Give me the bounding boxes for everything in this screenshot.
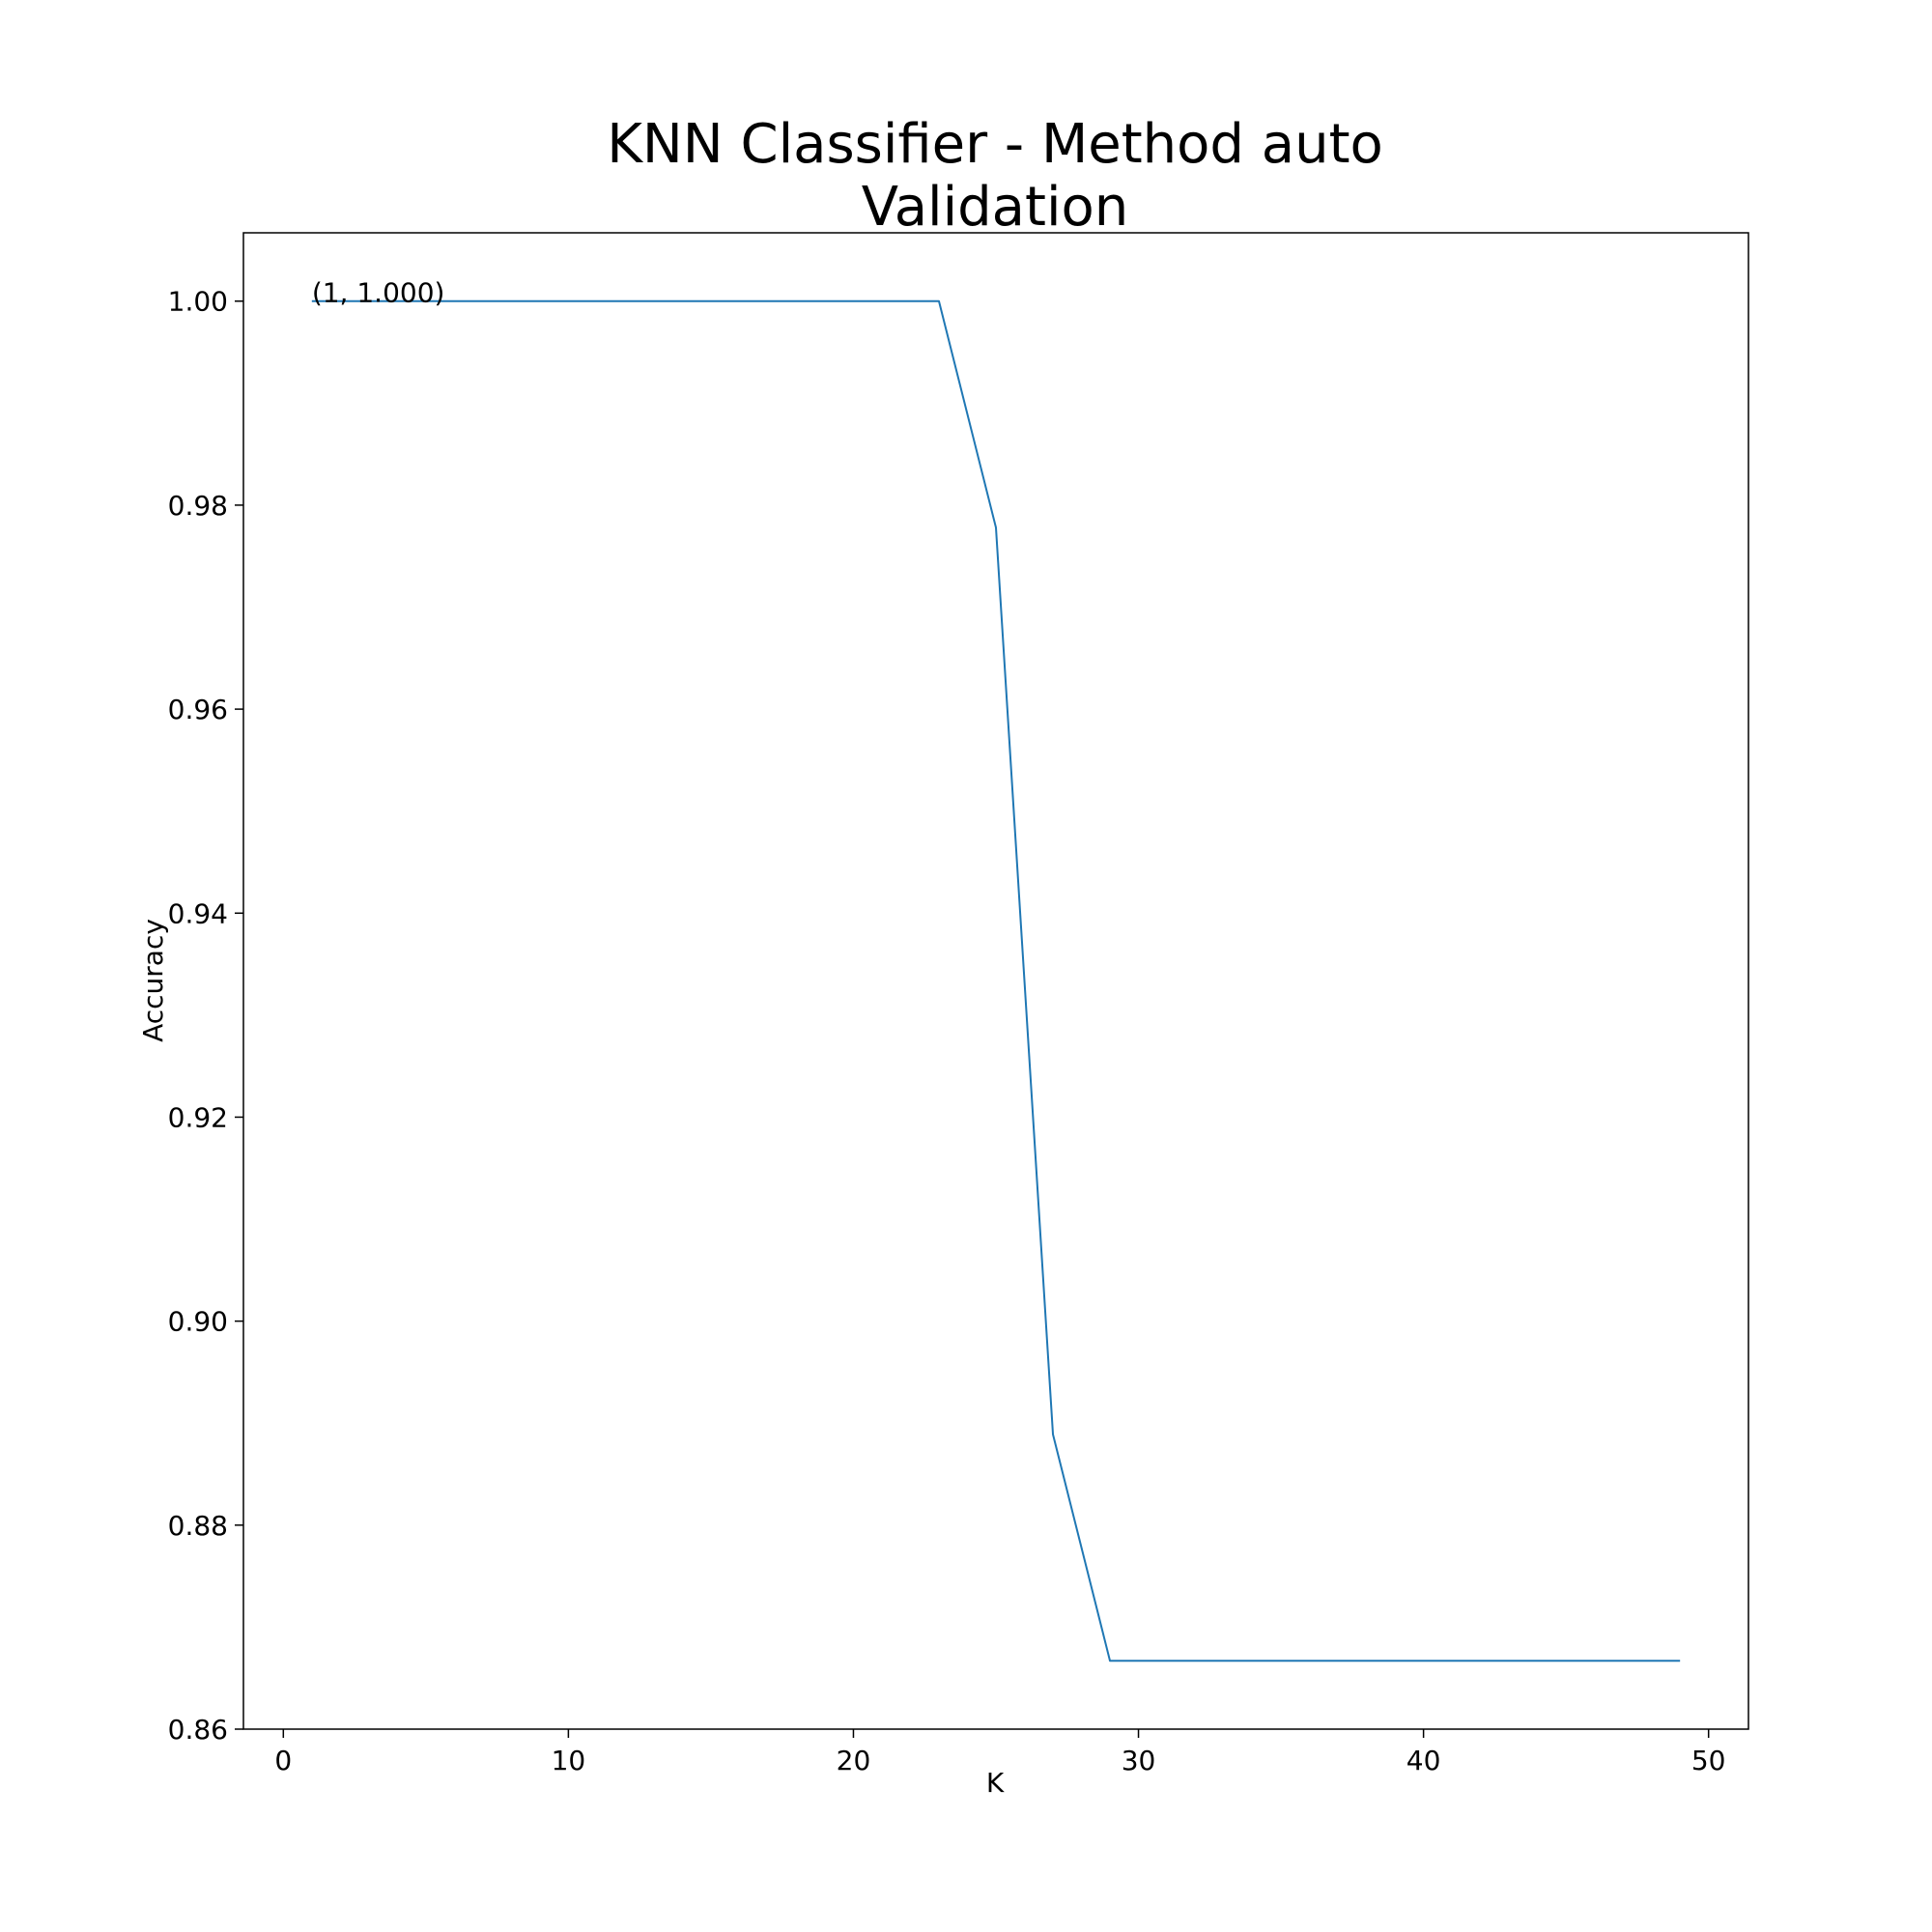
x-axis-label: K [986,1767,1005,1799]
x-tick-label: 40 [1406,1745,1441,1776]
y-tick-label: 0.96 [168,694,228,725]
plot-area [242,232,1749,1730]
series-layer [311,299,1681,1662]
y-tick-label: 0.90 [168,1306,228,1338]
y-tick-label: 0.98 [168,490,228,522]
x-tick-label: 0 [274,1745,292,1776]
y-axis-label: Accuracy [137,919,169,1042]
point-annotation: (1, 1.000) [312,277,445,309]
chart-title-line-2: Validation [862,176,1129,239]
x-tick-label: 30 [1122,1745,1156,1776]
plot-frame [242,232,1749,1730]
y-tick-label: 1.00 [168,286,228,318]
series-line [311,299,1681,1662]
x-tick-label: 10 [552,1745,586,1776]
annotation-layer: (1, 1.000) [312,277,445,309]
y-tick-label: 0.94 [168,897,228,929]
y-axis-ticks: 0.86 0.88 0.90 0.92 0.94 0.96 0.98 1.00 [168,286,243,1746]
chart-title: KNN Classifier - Method auto Validation [607,113,1383,239]
x-tick-label: 20 [837,1745,871,1776]
y-tick-label: 0.92 [168,1101,228,1133]
y-tick-label: 0.86 [168,1714,228,1746]
y-tick-label: 0.88 [168,1510,228,1542]
chart-title-line-1: KNN Classifier - Method auto [607,113,1383,176]
x-tick-label: 50 [1691,1745,1726,1776]
x-axis-ticks: 0 10 20 30 40 50 [274,1729,1726,1776]
